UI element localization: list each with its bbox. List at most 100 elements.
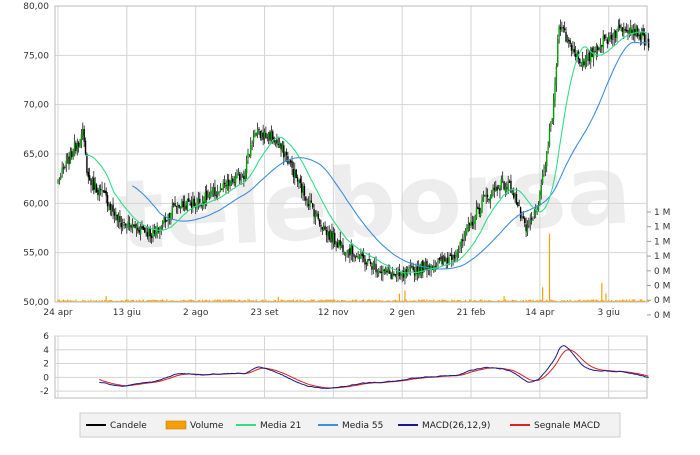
- volume-bar: [583, 299, 585, 302]
- volume-bar: [185, 300, 187, 302]
- volume-bar: [146, 300, 149, 302]
- candle-body: [292, 168, 295, 178]
- volume-bar: [621, 299, 624, 302]
- candle-body: [412, 266, 414, 271]
- candle-body: [540, 185, 542, 195]
- moving-averages: [85, 31, 649, 274]
- candle-body: [80, 134, 83, 146]
- candle-body: [495, 187, 497, 191]
- volume-bar: [298, 300, 300, 302]
- volume-bar: [155, 299, 157, 302]
- candle-body: [371, 266, 373, 270]
- candle-body: [455, 255, 457, 258]
- candle-body: [552, 99, 555, 120]
- candle-body: [285, 152, 288, 156]
- candle-body: [444, 256, 446, 261]
- x-tick-label: 12 nov: [318, 308, 350, 318]
- volume-bar: [569, 299, 571, 302]
- candle-body: [115, 212, 117, 217]
- volume-bar: [177, 300, 179, 302]
- volume-bar: [643, 300, 646, 302]
- volume-bar: [579, 299, 581, 302]
- volume-bar: [442, 300, 445, 302]
- volume-tick-label: 1 M: [654, 237, 670, 247]
- candle-body: [631, 29, 633, 34]
- volume-bar: [207, 300, 209, 302]
- candle-body: [612, 38, 614, 40]
- volume-bar: [323, 300, 325, 302]
- candle-body: [413, 270, 416, 276]
- volume-bar: [458, 300, 460, 302]
- volume-bar: [288, 300, 290, 302]
- candle-body: [142, 226, 145, 230]
- volume-bar: [163, 300, 165, 302]
- candle-body: [361, 253, 363, 257]
- candle-body: [126, 227, 128, 228]
- candle-body: [513, 193, 515, 198]
- candle-body: [514, 195, 516, 199]
- candle-body: [166, 220, 168, 222]
- volume-bar: [189, 299, 191, 302]
- volume-bar: [119, 300, 121, 302]
- candle-body: [183, 203, 186, 205]
- candle-body: [522, 216, 525, 219]
- volume-bar: [641, 299, 643, 302]
- candle-body: [559, 26, 562, 30]
- candle-body: [117, 216, 120, 222]
- volume-bar: [496, 300, 498, 302]
- y-tick-label: 60,00: [23, 199, 49, 209]
- volume-bar: [100, 300, 102, 302]
- candle-body: [507, 183, 509, 191]
- volume-bar: [265, 299, 267, 302]
- candle-body: [453, 254, 456, 259]
- candle-body: [625, 29, 628, 32]
- candle-body: [215, 195, 218, 197]
- candle-body: [97, 189, 99, 195]
- media-55-line: [132, 41, 649, 270]
- volume-bar: [616, 299, 618, 302]
- candle-body: [478, 207, 480, 214]
- candle-body: [620, 27, 622, 30]
- candle-body: [448, 256, 450, 266]
- candle-body: [616, 30, 618, 39]
- volume-bar: [328, 299, 330, 302]
- candle-body: [87, 171, 89, 178]
- candle-body: [614, 30, 617, 38]
- candle-body: [58, 181, 61, 183]
- candle-body: [298, 179, 300, 184]
- volume-bar: [306, 300, 308, 302]
- candle-body: [192, 199, 194, 207]
- volume-bar: [469, 299, 471, 302]
- candle-body: [60, 175, 62, 180]
- volume-bar: [526, 300, 529, 302]
- volume-bar: [463, 300, 465, 302]
- candle-body: [221, 188, 223, 190]
- volume-bar: [576, 300, 578, 302]
- candle-body: [369, 261, 372, 265]
- volume-bar: [374, 300, 376, 302]
- volume-bar: [609, 300, 611, 302]
- volume-tick-label: 0 M: [654, 311, 670, 321]
- volume-bar: [217, 299, 219, 302]
- volume-bar: [68, 300, 70, 302]
- candle-body: [232, 178, 234, 183]
- candle-body: [300, 183, 303, 193]
- volume-bar: [317, 300, 319, 302]
- volume-bar: [564, 300, 566, 302]
- volume-bar: [157, 300, 160, 302]
- candle-body: [170, 213, 172, 221]
- candle-body: [123, 221, 125, 224]
- volume-bar: [554, 300, 556, 302]
- volume-bar: [612, 300, 614, 302]
- volume-bar: [251, 300, 253, 302]
- volume-bar: [386, 300, 388, 302]
- candle-body: [130, 225, 132, 228]
- candle-body: [347, 249, 350, 253]
- volume-bar: [237, 299, 239, 302]
- candle-body: [452, 256, 454, 260]
- candle-body: [393, 273, 395, 276]
- volume-bar: [247, 299, 249, 302]
- volume-bar: [269, 300, 271, 302]
- volume-bar: [548, 233, 551, 302]
- candle-body: [506, 187, 508, 189]
